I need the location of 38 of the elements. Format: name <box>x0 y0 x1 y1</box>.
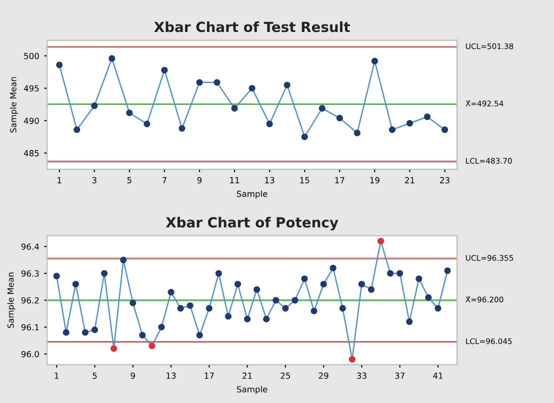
x-tick-label: 3 <box>92 177 96 184</box>
x-tick-label: 11 <box>230 177 240 184</box>
x-tick-label: 41 <box>433 372 443 379</box>
y-tick-label: 96.1 <box>21 324 39 330</box>
y-tick-label: 495 <box>24 85 39 92</box>
y-tick-label: 96.3 <box>21 270 39 277</box>
y-tick-label: 96.0 <box>21 350 39 358</box>
x-tick-label: 25 <box>280 372 290 379</box>
x-tick-label: 21 <box>242 372 252 379</box>
x-tick-label: 1 <box>58 177 62 184</box>
y-tick-label: 96.2 <box>21 297 39 304</box>
x-tick-label: 9 <box>130 372 135 379</box>
x-tick-label: 7 <box>162 177 166 184</box>
x-axis-title: Sample <box>236 386 268 394</box>
x-tick-label: 1 <box>54 372 59 379</box>
y-tick-label: 485 <box>24 150 39 156</box>
x-tick-label: 17 <box>204 372 214 379</box>
y-tick-label: 500 <box>24 52 39 60</box>
y-tick-label: 96.4 <box>21 243 39 250</box>
chart-title: Xbar Chart of Potency <box>166 216 338 230</box>
x-tick-label: 21 <box>405 177 414 184</box>
x-tick-label: 17 <box>335 177 344 184</box>
x-tick-label: 13 <box>166 372 176 379</box>
x-tick-label: 19 <box>370 177 380 184</box>
x-tick-label: 33 <box>357 372 366 379</box>
x-tick-label: 5 <box>92 372 97 379</box>
x-tick-label: 37 <box>395 372 404 379</box>
x-tick-label: 13 <box>265 177 274 184</box>
chart-title: Xbar Chart of Test Result <box>154 21 350 32</box>
x-tick-label: 5 <box>127 177 132 184</box>
x-tick-label: 9 <box>197 177 202 184</box>
x-tick-label: 29 <box>318 372 328 379</box>
y-axis-title: Sample Mean <box>10 77 18 133</box>
x-tick-label: 23 <box>440 177 450 184</box>
x-axis-title: Sample <box>236 190 268 199</box>
x-tick-label: 15 <box>300 177 310 184</box>
y-tick-label: 490 <box>24 118 39 124</box>
y-axis-title: Sample Mean <box>7 272 16 328</box>
